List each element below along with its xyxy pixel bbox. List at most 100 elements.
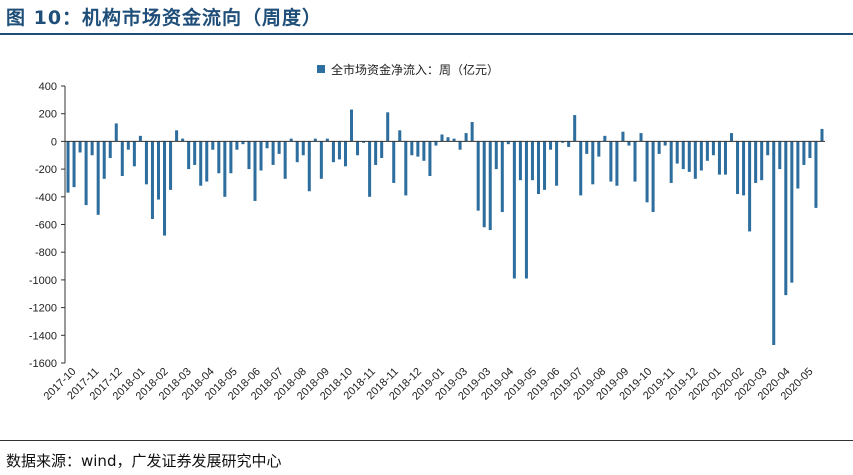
bar — [717, 141, 721, 175]
bar — [742, 141, 746, 196]
bar-chart: 全市场资金净流入：周（亿元） 400 200 0 -200 -400 -600 -800 -1… — [29, 62, 825, 403]
bar — [150, 141, 154, 219]
bar — [482, 141, 486, 228]
bar — [362, 141, 366, 143]
bar — [458, 141, 462, 150]
bar — [699, 141, 703, 171]
bar — [307, 141, 311, 192]
bar — [766, 141, 770, 156]
bar — [669, 141, 673, 183]
bar — [440, 134, 444, 142]
y-tick-label: -600 — [35, 220, 57, 232]
bar — [681, 141, 685, 170]
bar — [217, 141, 221, 174]
bar — [633, 141, 637, 182]
bar — [265, 141, 269, 149]
bar — [90, 141, 94, 156]
bar — [772, 141, 776, 345]
bar — [778, 141, 782, 170]
bar — [530, 141, 534, 181]
bar — [163, 141, 167, 236]
bar — [138, 135, 142, 142]
bar — [693, 141, 697, 179]
bar — [536, 141, 540, 195]
bar — [567, 141, 571, 147]
bar — [343, 141, 347, 167]
bar — [627, 141, 631, 146]
bar — [808, 141, 812, 159]
y-tick-label: 0 — [51, 136, 57, 148]
bar — [398, 130, 402, 142]
bar — [66, 141, 70, 193]
bar — [72, 141, 76, 188]
bar — [452, 138, 456, 142]
bar — [470, 122, 474, 142]
y-tick-label: -1000 — [29, 275, 57, 287]
bar — [132, 141, 136, 167]
chart-legend: 全市场资金净流入：周（亿元） — [317, 62, 499, 77]
bar — [241, 141, 245, 145]
source-note: 数据来源：wind，广发证券发展研究中心 — [6, 452, 282, 470]
bar — [156, 141, 160, 200]
bar — [657, 141, 661, 154]
bar — [434, 141, 438, 146]
y-tick-label: -800 — [35, 247, 57, 259]
bar — [790, 141, 794, 283]
bar — [506, 141, 510, 145]
bar — [422, 141, 426, 161]
bar — [760, 141, 764, 181]
bar — [814, 141, 818, 208]
bar — [609, 141, 613, 182]
bar — [820, 128, 824, 142]
bar — [289, 138, 293, 142]
bar — [108, 141, 112, 159]
bar — [687, 141, 691, 172]
y-tick-label: -1200 — [29, 303, 57, 315]
bar — [555, 141, 559, 186]
bar — [337, 141, 341, 160]
bar — [711, 141, 715, 156]
bar — [295, 141, 299, 163]
bar — [754, 141, 758, 183]
bar — [549, 141, 553, 150]
bar — [410, 141, 414, 156]
bar — [271, 141, 275, 165]
bar — [84, 141, 88, 206]
bar — [356, 141, 360, 156]
bar — [723, 141, 727, 175]
bar — [169, 141, 173, 190]
bar — [223, 141, 227, 197]
legend-label: 全市场资金净流入：周（亿元） — [331, 62, 499, 77]
bar — [675, 141, 679, 164]
bar — [591, 141, 595, 185]
bar — [126, 141, 130, 150]
y-tick-label: 400 — [39, 81, 57, 93]
bar — [645, 141, 649, 203]
bar — [277, 141, 281, 154]
bar — [144, 141, 148, 185]
bar — [446, 137, 450, 142]
bar — [175, 130, 179, 142]
bar — [428, 141, 432, 177]
title-divider — [0, 33, 853, 35]
bar — [211, 141, 215, 150]
bar — [796, 141, 800, 189]
bar — [253, 141, 257, 201]
bar — [639, 133, 643, 142]
bar — [301, 141, 305, 156]
bar — [96, 141, 100, 215]
bar — [283, 141, 287, 179]
y-tick-label: -1400 — [29, 330, 57, 342]
bar — [603, 135, 607, 142]
bar — [585, 141, 589, 154]
bar — [350, 109, 354, 142]
bar — [193, 141, 197, 165]
bar — [518, 141, 522, 181]
bar — [205, 141, 209, 182]
bar — [380, 141, 384, 159]
bar — [187, 141, 191, 170]
bar — [386, 112, 390, 142]
bar — [313, 138, 317, 142]
bar — [524, 141, 528, 279]
bar — [561, 141, 565, 143]
